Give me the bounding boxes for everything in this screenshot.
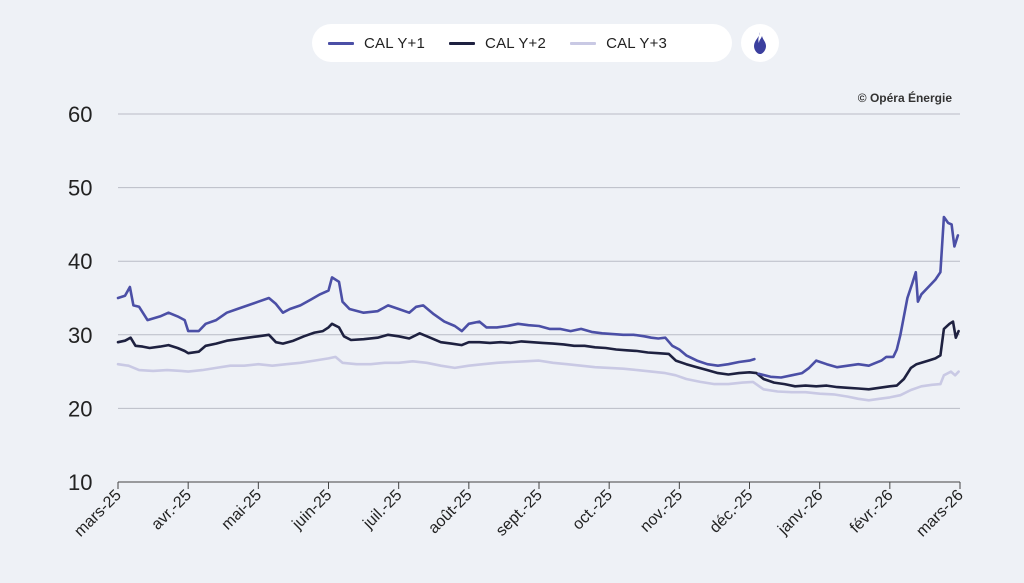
y-tick-label: 50 — [68, 176, 92, 201]
legend-item-cal-y2[interactable]: CAL Y+2 — [449, 35, 546, 52]
series-line-cal-y-2 — [116, 320, 960, 391]
series-line-cal-y-3 — [116, 355, 960, 402]
x-tick-label: déc.-25 — [707, 487, 757, 537]
series-line-cal-y-1 — [116, 276, 756, 367]
copyright-label: © Opéra Énergie — [857, 91, 952, 105]
y-tick-label: 60 — [68, 102, 92, 127]
x-tick-label: juin-25 — [289, 487, 336, 534]
x-tick-label: janv.-26 — [774, 487, 826, 539]
x-tick-label: mars-26 — [913, 487, 967, 541]
legend: CAL Y+1 CAL Y+2 CAL Y+3 — [312, 24, 732, 62]
legend-swatch-cal-y2 — [449, 41, 476, 45]
y-tick-label: 40 — [68, 249, 92, 274]
y-tick-label: 20 — [68, 396, 92, 421]
x-tick-label: sept.-25 — [493, 487, 546, 540]
legend-label-cal-y3: CAL Y+3 — [606, 34, 668, 52]
x-tick-label: oct.-25 — [569, 487, 616, 534]
x-tick-label: mai-25 — [219, 487, 266, 534]
x-tick-label: avr.-25 — [148, 487, 195, 534]
y-tick-label: 30 — [68, 323, 92, 348]
gas-energy-button[interactable] — [741, 24, 779, 62]
x-tick-label: août-25 — [425, 487, 475, 537]
y-tick-label: 10 — [68, 470, 92, 495]
legend-label-cal-y2: CAL Y+2 — [485, 34, 547, 52]
gas-flame-icon — [754, 32, 766, 54]
x-tick-label: juil.-25 — [359, 487, 405, 533]
legend-item-cal-y3[interactable]: CAL Y+3 — [570, 35, 667, 52]
legend-item-cal-y1[interactable]: CAL Y+1 — [328, 35, 425, 52]
series-line-cal-y-1 — [757, 215, 960, 379]
x-tick-label: nov.-25 — [637, 487, 686, 536]
x-tick-label: févr.-26 — [847, 487, 897, 537]
legend-label-cal-y1: CAL Y+1 — [364, 34, 426, 52]
legend-swatch-cal-y1 — [328, 41, 354, 45]
legend-swatch-cal-y3 — [570, 41, 597, 45]
